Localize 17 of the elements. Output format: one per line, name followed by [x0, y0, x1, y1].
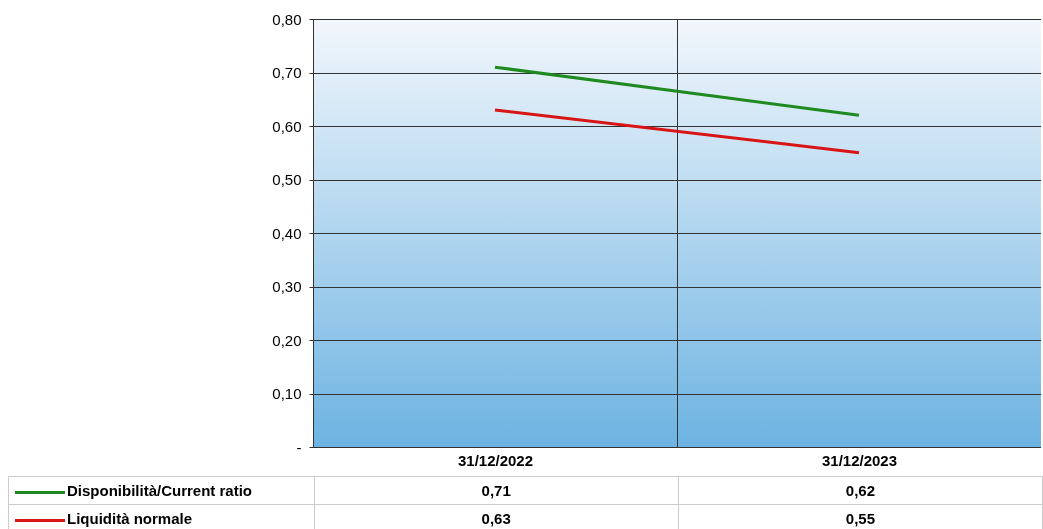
legend-label: Liquidità normale	[67, 510, 193, 527]
y-tick-label: 0,80	[272, 10, 302, 28]
data-label: 0,55	[678, 504, 1043, 529]
y-tick-label: -	[296, 438, 302, 456]
x-tick-label: 31/12/2023	[821, 451, 898, 469]
data-label: 0,62	[678, 476, 1043, 505]
y-tick-label: 0,30	[272, 278, 302, 295]
legend-label: Disponibilità/Current ratio	[67, 482, 253, 499]
y-tick-label: 0,40	[272, 224, 302, 242]
y-tick-label: 0,60	[272, 117, 302, 135]
x-tick-label: 31/12/2022	[457, 451, 534, 469]
data-label: 0,63	[314, 504, 679, 529]
y-tick-label: 0,10	[272, 385, 302, 402]
y-tick-label: 0,70	[272, 64, 302, 81]
data-label: 0,71	[314, 476, 679, 505]
y-tick-label: 0,20	[272, 331, 302, 349]
y-tick-label: 0,50	[272, 171, 302, 188]
